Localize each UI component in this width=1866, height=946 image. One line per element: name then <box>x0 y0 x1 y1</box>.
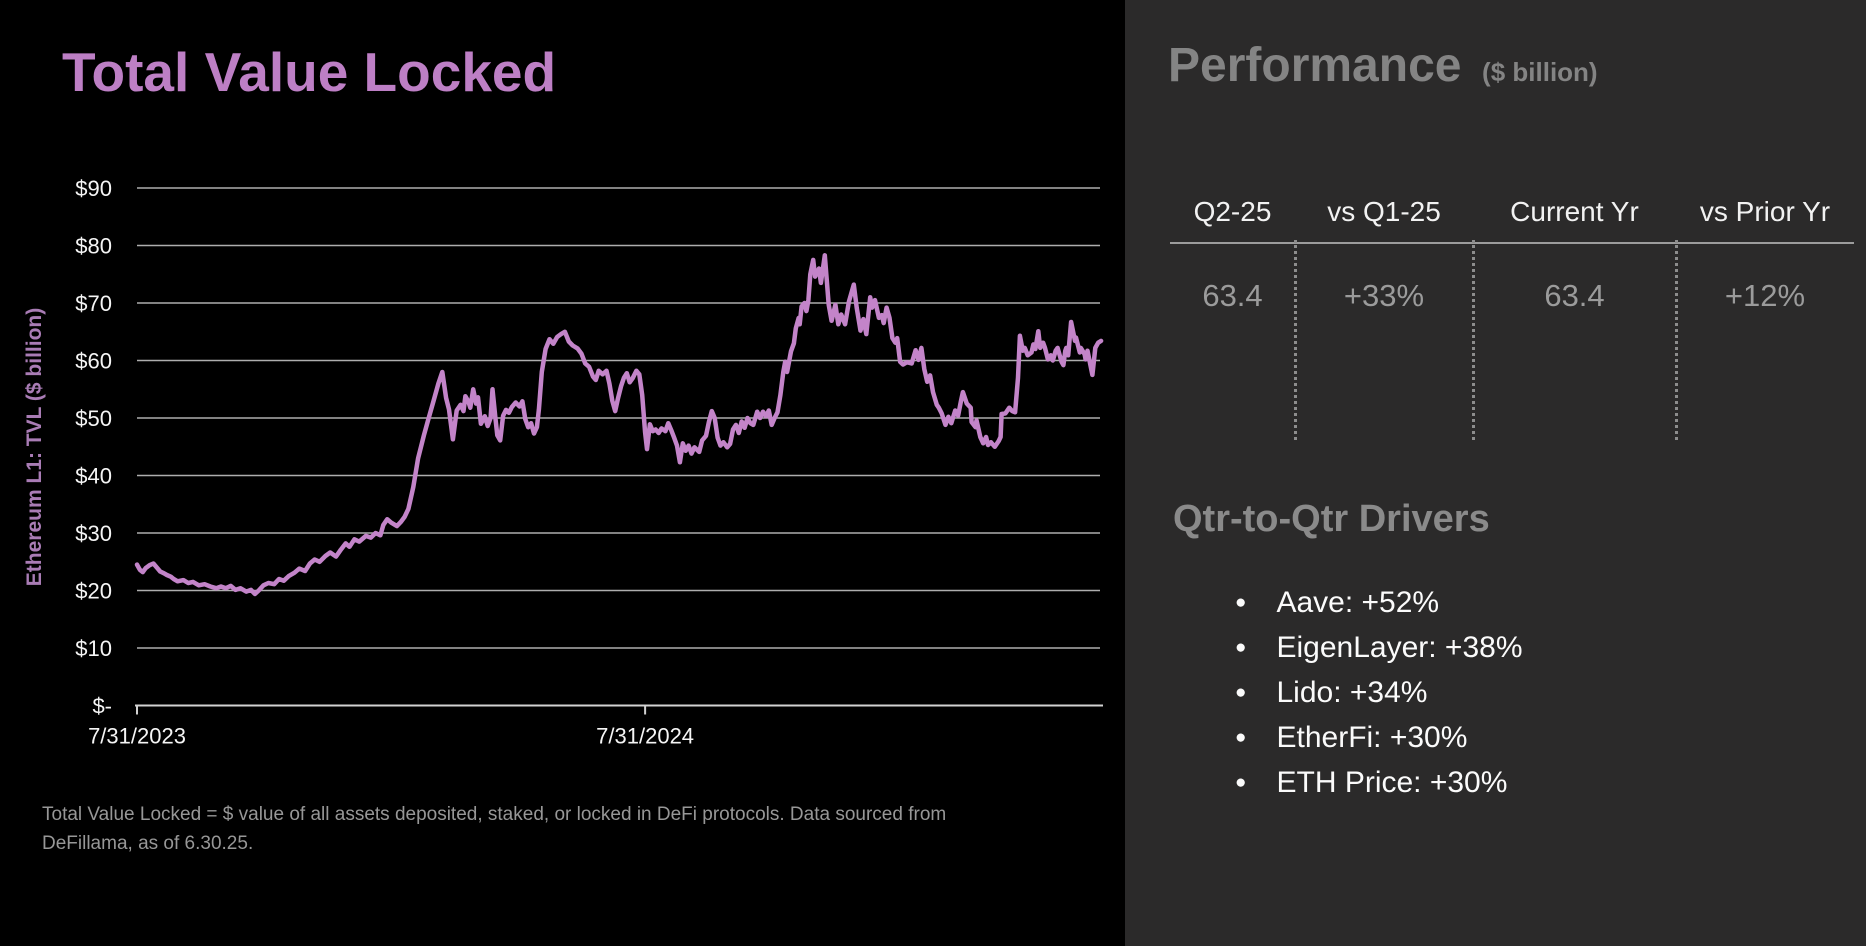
value-vs-q1-25: +33% <box>1343 278 1425 313</box>
driver-item-lido: ● Lido: +34% <box>1235 670 1523 715</box>
driver-item-label: Lido: +34% <box>1276 675 1428 709</box>
col-header-q2-25: Q2-25 <box>1193 196 1272 227</box>
bullet-icon: ● <box>1235 681 1247 703</box>
driver-item-label: Aave: +52% <box>1276 585 1440 619</box>
bullet-icon: ● <box>1235 591 1247 613</box>
performance-units-text: ($ billion) <box>1482 57 1598 87</box>
y-tick-label: $70 <box>75 291 112 316</box>
y-tick-label: $80 <box>75 234 112 259</box>
value-current-yr: 63.4 <box>1544 278 1605 313</box>
y-tick-label: $20 <box>75 579 112 604</box>
y-tick-label: $30 <box>75 521 112 546</box>
column-separator <box>1294 240 1297 440</box>
driver-item-label: ETH Price: +30% <box>1276 765 1508 799</box>
y-axis-title: Ethereum L1: TVL ($ billion) <box>23 308 46 586</box>
tick-label-layer: $- $10 $20 $30 $40 $50 $60 $70 $80 $90 7/31/2023 7/… <box>75 176 694 749</box>
footnote: Total Value Locked = $ value of all asse… <box>42 800 992 858</box>
col-header-vs-q1-25: vs Q1-25 <box>1327 196 1441 227</box>
performance-table-header-row: Q2-25 vs Q1-25 Current Yr vs Prior Yr <box>1170 188 1854 242</box>
performance-table-value-row: 63.4 +33% 63.4 +12% <box>1170 240 1854 440</box>
driver-item-label: EtherFi: +30% <box>1276 720 1468 754</box>
y-tick-label: $10 <box>75 636 112 661</box>
y-tick-label: $40 <box>75 464 112 489</box>
column-separator <box>1472 240 1475 440</box>
performance-title: Performance ($ billion) <box>1168 38 1598 93</box>
y-tick-label: $- <box>92 694 112 719</box>
driver-item-etherfi: ● EtherFi: +30% <box>1235 715 1523 760</box>
chart-panel: Total Value Locked $- $10 $20 $30 $40 $50 $60 $… <box>23 41 1104 858</box>
performance-title-units: ($ billion) <box>1475 57 1598 87</box>
drivers-list: ● Aave: +52% ● EigenLayer: +38% ● Lido: … <box>1235 580 1523 805</box>
value-q2-25: 63.4 <box>1202 278 1263 313</box>
tvl-chart: $- $10 $20 $30 $40 $50 $60 $70 $80 $90 7/31/2023 7/… <box>23 176 1104 749</box>
header-underline <box>1170 242 1854 244</box>
axis-layer <box>135 704 1103 715</box>
driver-item-label: EigenLayer: +38% <box>1276 630 1523 664</box>
y-tick-label: $60 <box>75 349 112 374</box>
performance-title-text: Performance <box>1168 39 1462 92</box>
drivers-title: Qtr-to-Qtr Drivers <box>1173 498 1490 540</box>
driver-item-eigenlayer: ● EigenLayer: +38% <box>1235 625 1523 670</box>
bullet-icon: ● <box>1235 636 1247 658</box>
performance-panel: Performance ($ billion) Q2-25 vs Q1-25 C… <box>1125 0 1866 946</box>
column-separator <box>1675 240 1678 440</box>
grid-layer <box>137 187 1100 649</box>
y-tick-label: $50 <box>75 406 112 431</box>
x-tick-label: 7/31/2023 <box>88 724 186 749</box>
driver-item-aave: ● Aave: +52% <box>1235 580 1523 625</box>
x-tick-label: 7/31/2024 <box>596 724 694 749</box>
driver-item-eth-price: ● ETH Price: +30% <box>1235 760 1523 805</box>
bullet-icon: ● <box>1235 726 1247 748</box>
col-header-current-yr: Current Yr <box>1510 196 1639 227</box>
bullet-icon: ● <box>1235 771 1247 793</box>
tvl-line-series <box>134 253 1104 597</box>
col-header-vs-prior-yr: vs Prior Yr <box>1699 196 1831 227</box>
footnote-line-1: Total Value Locked = $ value of all asse… <box>42 804 947 825</box>
footnote-line-2: DeFillama, as of 6.30.25. <box>42 833 254 854</box>
page-title: Total Value Locked <box>62 41 557 103</box>
performance-table: Q2-25 vs Q1-25 Current Yr vs Prior Yr 63… <box>1170 188 1854 440</box>
y-tick-label: $90 <box>75 176 112 201</box>
value-vs-prior-yr: +12% <box>1724 278 1806 313</box>
